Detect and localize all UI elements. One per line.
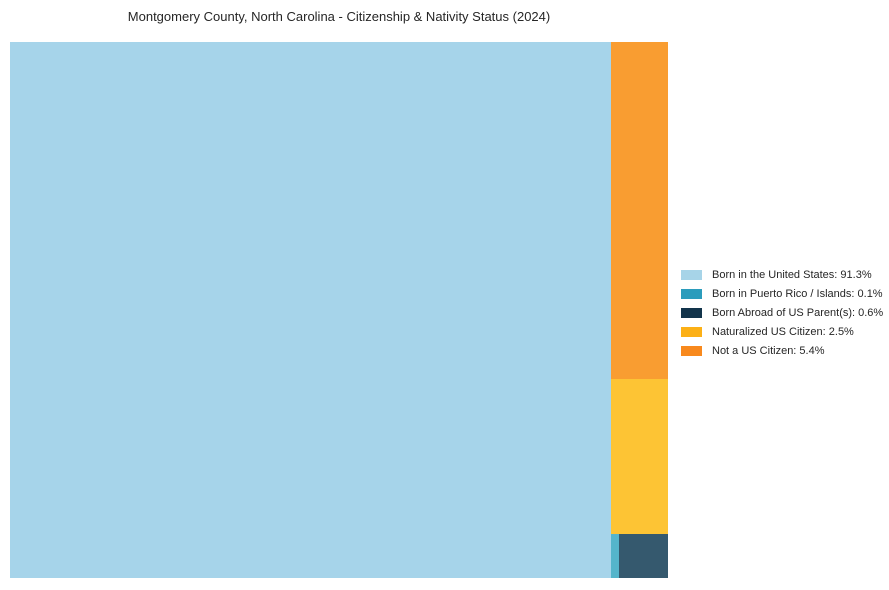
legend-item-not-a-us-citizen[interactable]: Not a US Citizen: 5.4% — [681, 341, 883, 360]
legend-label: Naturalized US Citizen: 2.5% — [712, 325, 854, 338]
treemap-tile-born-in-the-united-states[interactable] — [10, 42, 612, 578]
legend-label: Not a US Citizen: 5.4% — [712, 344, 825, 357]
treemap-tile-naturalized-us-citizen[interactable] — [611, 378, 668, 535]
treemap — [10, 42, 668, 578]
legend-swatch-naturalized-us-citizen — [681, 326, 702, 337]
treemap-tile-born-in-puerto-rico-islands[interactable] — [611, 534, 620, 578]
legend-swatch-born-in-the-united-states — [681, 269, 702, 280]
legend-item-born-in-the-united-states[interactable]: Born in the United States: 91.3% — [681, 265, 883, 284]
treemap-tile-born-abroad-of-us-parent-s[interactable] — [619, 534, 668, 578]
legend-label: Born in the United States: 91.3% — [712, 268, 872, 281]
treemap-tile-not-a-us-citizen[interactable] — [611, 42, 668, 379]
legend-swatch-not-a-us-citizen — [681, 345, 702, 356]
legend-swatch-born-abroad-of-us-parent-s — [681, 307, 702, 318]
legend-swatch-born-in-puerto-rico-islands — [681, 288, 702, 299]
chart-title: Montgomery County, North Carolina - Citi… — [127, 9, 551, 24]
legend-label: Born in Puerto Rico / Islands: 0.1% — [712, 287, 883, 300]
legend-label: Born Abroad of US Parent(s): 0.6% — [712, 306, 884, 319]
legend-item-naturalized-us-citizen[interactable]: Naturalized US Citizen: 2.5% — [681, 322, 883, 341]
legend-item-born-abroad-of-us-parent-s[interactable]: Born Abroad of US Parent(s): 0.6% — [681, 303, 883, 322]
legend: Born in the United States: 91.3% Born in … — [681, 265, 883, 360]
legend-item-born-in-puerto-rico-islands[interactable]: Born in Puerto Rico / Islands: 0.1% — [681, 284, 883, 303]
